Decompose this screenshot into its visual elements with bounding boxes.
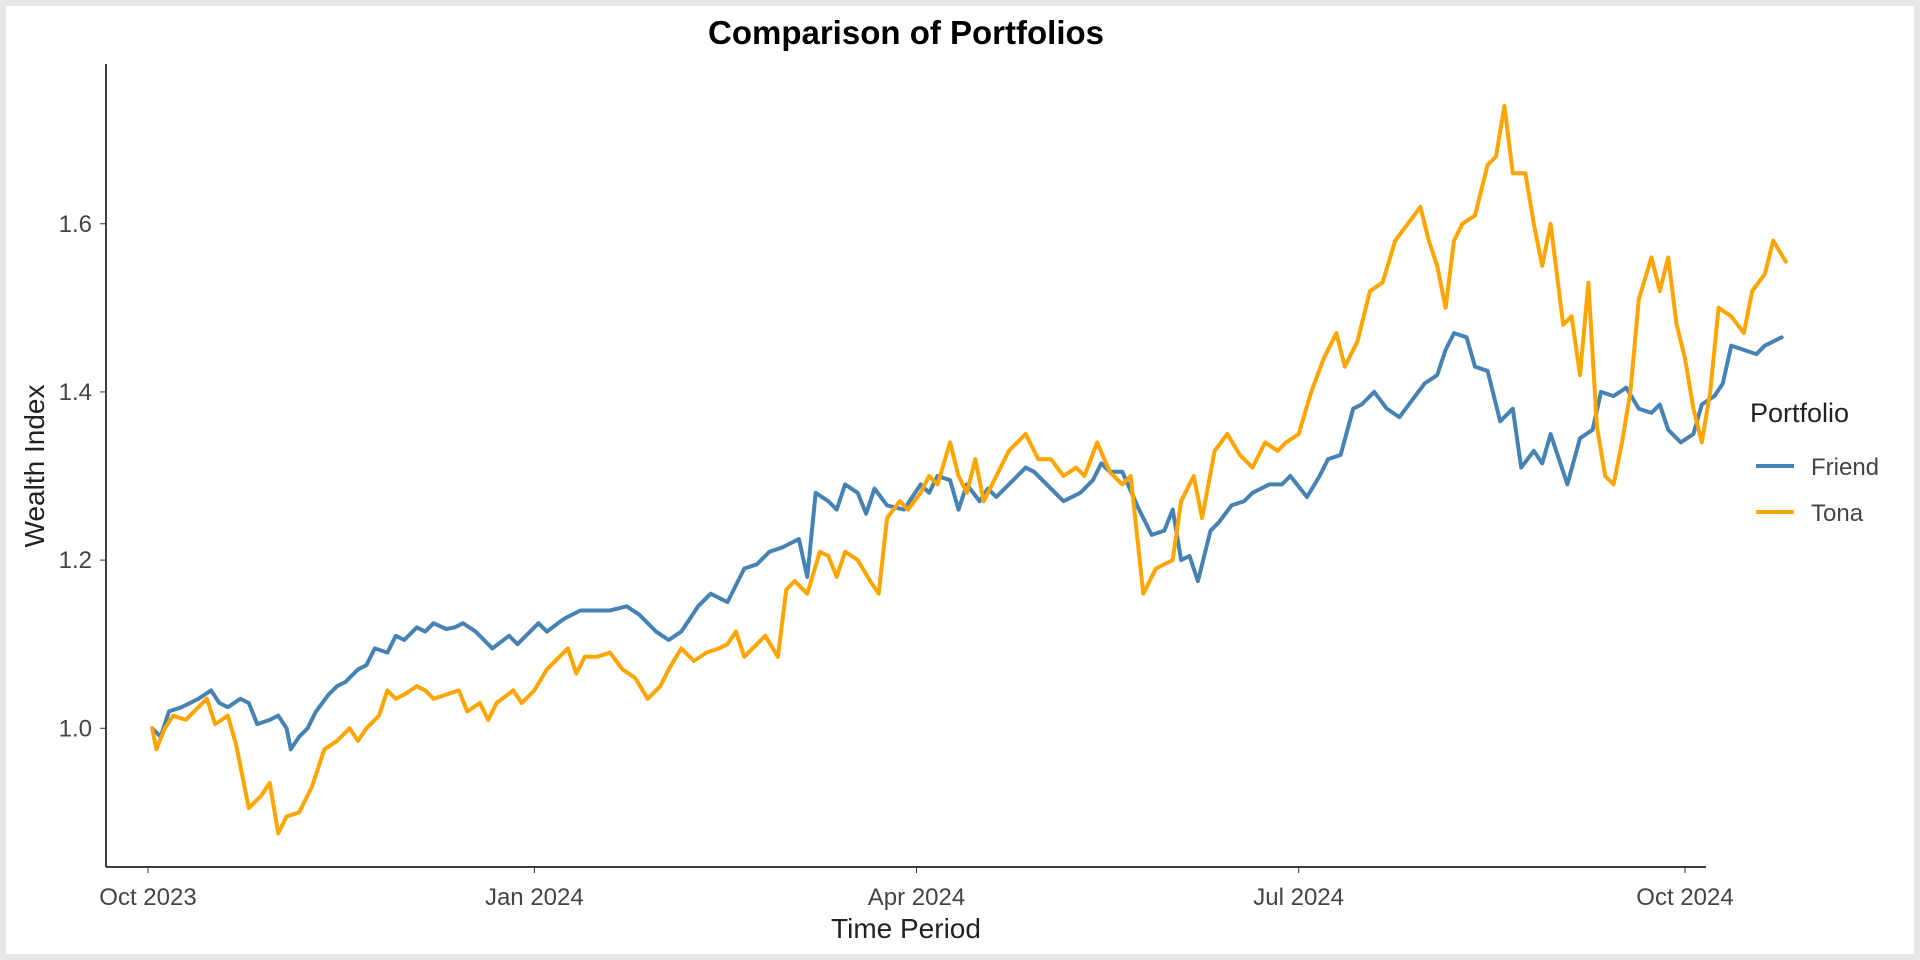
x-axis-label: Time Period — [831, 913, 981, 944]
y-tick-label: 1.2 — [59, 547, 92, 574]
chart-panel: Comparison of Portfolios 1.0 1.2 1.4 1.6 Oc… — [6, 6, 1914, 954]
y-tick-label: 1.0 — [59, 715, 92, 742]
legend-label-friend: Friend — [1811, 454, 1879, 481]
y-axis-label: Wealth Index — [19, 385, 50, 548]
x-tick-label: Jul 2024 — [1253, 884, 1344, 911]
series-line-tona — [150, 104, 1788, 836]
legend-label-tona: Tona — [1811, 500, 1864, 527]
y-tick-label: 1.4 — [59, 379, 92, 406]
line-chart: Comparison of Portfolios 1.0 1.2 1.4 1.6 Oc… — [19, 14, 1879, 944]
axes — [105, 64, 1706, 868]
x-tick-label: Oct 2023 — [99, 884, 196, 911]
x-tick-label: Jan 2024 — [485, 884, 584, 911]
x-tick-label: Apr 2024 — [868, 884, 965, 911]
legend: Portfolio Friend Tona — [1750, 398, 1879, 527]
x-tick-labels: Oct 2023 Jan 2024 Apr 2024 Jul 2024 Oct 2024 — [99, 867, 1734, 911]
y-tick-labels: 1.0 1.2 1.4 1.6 — [59, 211, 106, 742]
chart-title: Comparison of Portfolios — [708, 14, 1104, 51]
series-lines — [150, 104, 1788, 836]
legend-title: Portfolio — [1750, 398, 1849, 428]
series-line-friend — [150, 331, 1784, 752]
x-tick-label: Oct 2024 — [1636, 884, 1733, 911]
y-tick-label: 1.6 — [59, 211, 92, 238]
